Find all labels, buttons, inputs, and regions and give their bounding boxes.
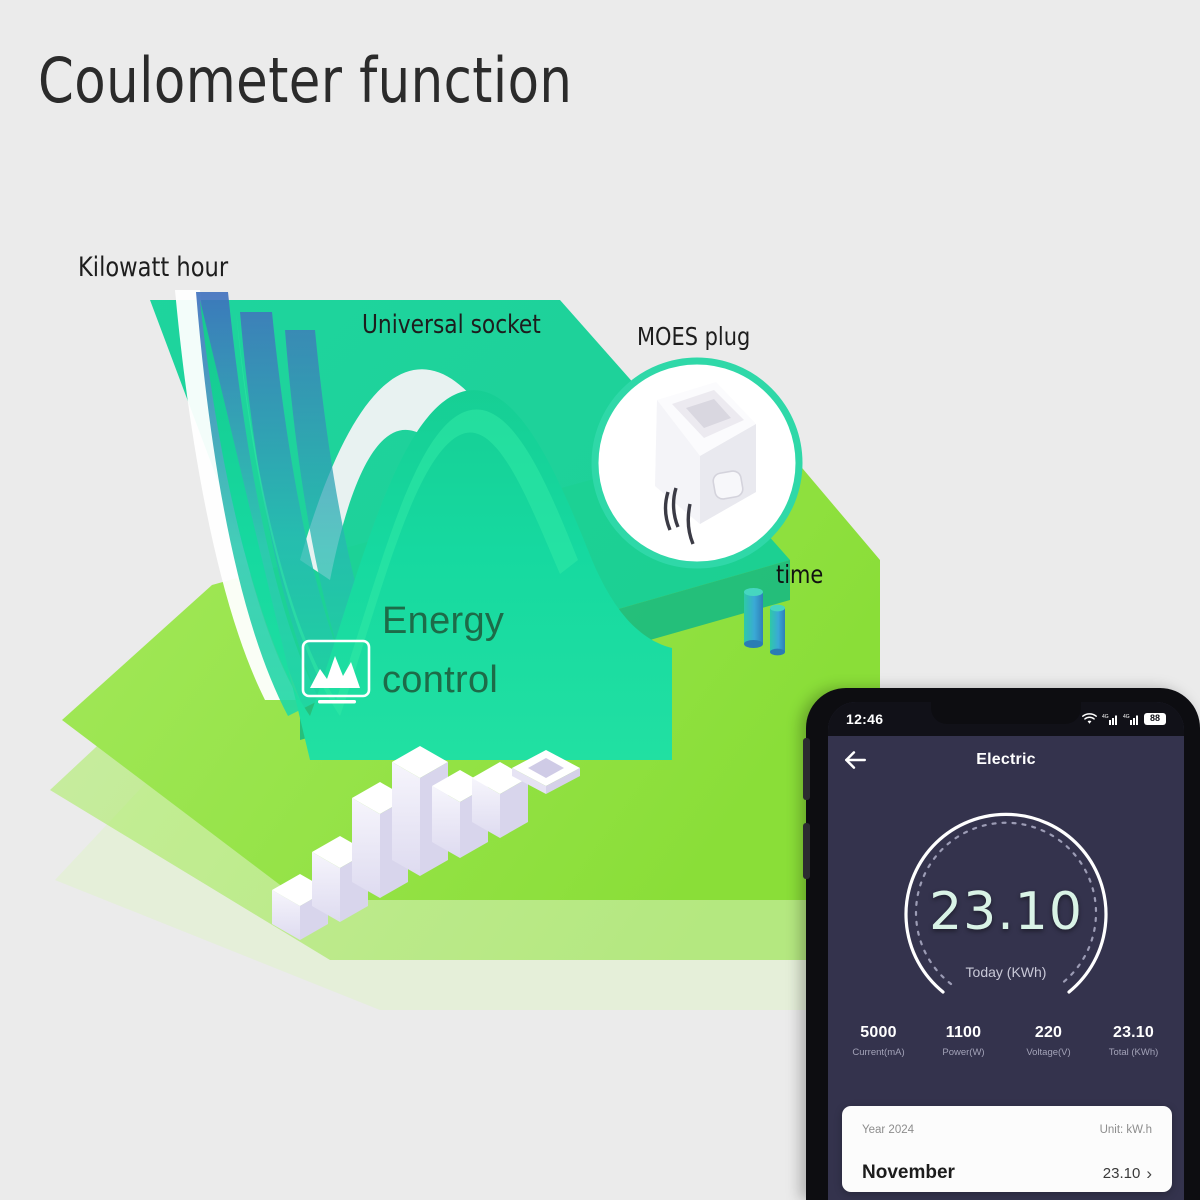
smartphone-mockup: 12:46 4G <box>803 688 1200 1200</box>
stat-label: Current(mA) <box>852 1047 905 1058</box>
stat-value: 220 <box>1034 1024 1063 1041</box>
status-bar-clock: 12:46 <box>846 711 884 727</box>
card-year-label: Year 2024 <box>862 1124 915 1136</box>
energy-gauge: 23.10 Today (KWh) <box>828 786 1184 1021</box>
back-arrow-icon[interactable] <box>842 747 868 773</box>
isometric-energy-illustration <box>50 290 880 1010</box>
phone-notch <box>931 702 1081 724</box>
status-bar-icons: 4G 4G 88 <box>1082 713 1166 725</box>
wave-main-teal <box>200 300 672 760</box>
iso-frame-tile <box>512 750 580 794</box>
wifi-icon <box>1082 713 1097 724</box>
month-value: 23.10 <box>1102 1164 1141 1182</box>
battery-indicator: 88 <box>1144 713 1166 725</box>
iso-bar-group <box>272 746 580 940</box>
stat-power: 1100 Power(W) <box>921 1024 1006 1058</box>
iso-cylinder <box>770 604 785 656</box>
stats-row: 5000 Current(mA) 1100 Power(W) 220 Volta… <box>828 1024 1184 1058</box>
chevron-right-icon[interactable]: › <box>1146 1163 1152 1183</box>
label-kilowatt-hour: Kilowatt hour <box>78 252 229 283</box>
card-unit-label: Unit: kW.h <box>1099 1124 1152 1136</box>
app-nav-bar: Electric <box>828 736 1184 784</box>
month-label: November <box>862 1162 955 1183</box>
stat-total: 23.10 Total (KWh) <box>1091 1024 1176 1058</box>
stat-value: 1100 <box>945 1024 982 1041</box>
iso-bar <box>472 762 528 838</box>
label-energy-control: Energy control <box>382 600 505 701</box>
label-moes-plug: MOES plug <box>637 322 751 351</box>
wave-slab-blue-3 <box>285 330 398 726</box>
stat-label: Total (KWh) <box>1108 1047 1159 1058</box>
stat-voltage: 220 Voltage(V) <box>1006 1024 1091 1058</box>
monthly-usage-card: Year 2024 Unit: kW.h November 23.10 › <box>842 1106 1172 1192</box>
stat-label: Power(W) <box>942 1047 985 1058</box>
wave-slab-blue-2 <box>240 312 360 722</box>
page-title: Coulometer function <box>38 44 573 117</box>
gauge-caption: Today (KWh) <box>965 964 1047 980</box>
phone-body: 12:46 4G <box>803 688 1200 1200</box>
stat-value: 23.10 <box>1112 1024 1155 1041</box>
label-time: time <box>776 560 824 589</box>
gauge-ring <box>904 812 1108 994</box>
chart-monitor-icon <box>301 639 371 704</box>
label-universal-socket: Universal socket <box>362 310 541 340</box>
svg-text:4G: 4G <box>1123 714 1130 720</box>
svg-text:4G: 4G <box>1102 714 1109 720</box>
phone-volume-down-button[interactable] <box>803 823 810 879</box>
stat-value: 5000 <box>860 1024 897 1041</box>
phone-volume-up-button[interactable] <box>803 738 810 800</box>
smart-plug-icon <box>655 382 756 545</box>
app-title: Electric <box>976 751 1036 768</box>
list-item[interactable]: November 23.10 › <box>862 1162 1152 1184</box>
signal-bars-icon: 4G <box>1123 714 1138 725</box>
wave-slab-blue-1 <box>196 292 320 716</box>
iso-cylinder <box>744 588 763 648</box>
card-header: Year 2024 Unit: kW.h <box>862 1124 1152 1136</box>
stat-current: 5000 Current(mA) <box>836 1024 921 1058</box>
gauge-value: 23.10 <box>929 882 1083 942</box>
moes-plug-circle <box>591 357 803 569</box>
signal-bars-icon: 4G <box>1102 714 1117 725</box>
month-value-group: 23.10 › <box>1103 1165 1152 1182</box>
iso-cylinder-group <box>744 588 785 656</box>
stat-label: Voltage(V) <box>1026 1047 1071 1058</box>
phone-screen: 12:46 4G <box>828 702 1184 1200</box>
